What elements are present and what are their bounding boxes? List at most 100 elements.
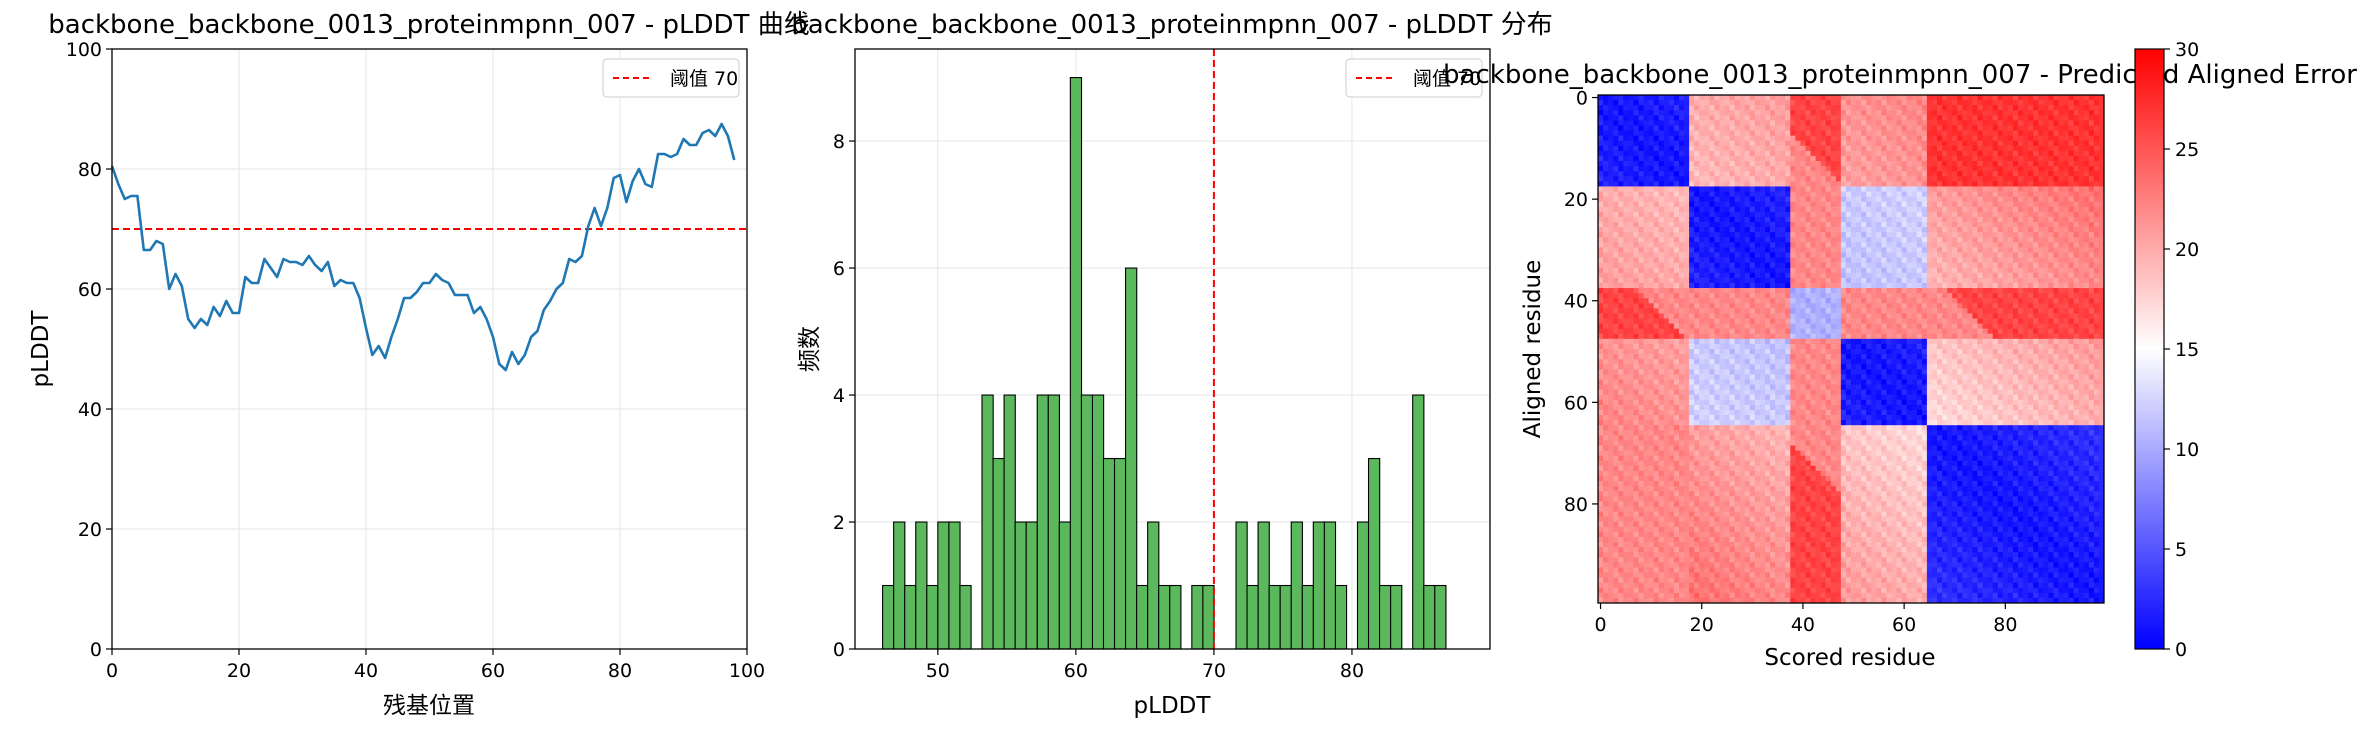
pae-cell: [1957, 186, 1963, 192]
pae-cell: [1886, 115, 1892, 121]
pae-cell: [1851, 115, 1857, 121]
pae-cell: [2023, 313, 2029, 319]
pae-cell: [1866, 115, 1872, 121]
pae-cell: [1881, 308, 1887, 314]
pae-cell: [1891, 247, 1897, 253]
pae-cell: [1957, 262, 1963, 269]
pae-cell: [1770, 155, 1776, 162]
pae-cell: [1800, 155, 1806, 162]
pae-cell: [2083, 252, 2090, 258]
pae-cell: [2093, 100, 2100, 106]
pae-cell: [1648, 171, 1655, 177]
pae-cell: [2078, 293, 2085, 299]
pae-cell: [2083, 115, 2090, 121]
pae-cell: [1972, 216, 1978, 223]
pae-cell: [1785, 161, 1791, 167]
pae-cell: [1764, 166, 1771, 172]
pae-cell: [1891, 227, 1897, 233]
pae-cell: [1729, 150, 1736, 157]
pae-cell: [1957, 145, 1963, 152]
pae-cell: [1643, 222, 1649, 228]
pae-cell: [1694, 155, 1700, 162]
pae-cell: [1638, 323, 1644, 330]
pae-cell: [2023, 206, 2029, 213]
pae-cell: [2073, 130, 2080, 137]
pae-cell: [2048, 288, 2054, 294]
pae-cell: [1618, 323, 1624, 330]
pae-cell: [1729, 120, 1736, 126]
pae-cell: [2007, 237, 2014, 243]
pae-cell: [1658, 277, 1665, 284]
pae-cell: [1896, 105, 1902, 111]
pae-cell: [1952, 267, 1958, 274]
pae-cell: [1810, 313, 1816, 319]
pae-cell: [1663, 161, 1670, 167]
pae-cell: [1678, 206, 1685, 213]
pae-cell: [2078, 267, 2085, 274]
pae-cell: [1678, 318, 1685, 324]
pae-cell: [1618, 216, 1624, 223]
pae-cell: [1694, 191, 1700, 197]
pae-cell: [2043, 277, 2049, 284]
pae-cell: [2078, 181, 2085, 187]
pae-cell: [1957, 181, 1963, 187]
pae-cell: [2093, 176, 2100, 182]
pae-cell: [1785, 150, 1791, 157]
pae-cell: [1790, 130, 1796, 137]
pae-cell: [1845, 293, 1852, 299]
pae-cell: [1840, 308, 1847, 314]
histogram-bar: [1191, 584, 1204, 650]
pae-cell: [1759, 277, 1766, 284]
pae-cell: [1608, 201, 1614, 208]
pae-cell: [2007, 181, 2014, 187]
pae-cell: [2078, 150, 2085, 157]
pae-cell: [1704, 282, 1710, 289]
pae-cell: [1896, 186, 1902, 192]
pae-cell: [1603, 313, 1609, 319]
pae-cell: [1876, 216, 1882, 223]
pae-cell: [1820, 293, 1827, 299]
pae-cell: [1982, 222, 1989, 228]
pae-cell: [1856, 293, 1862, 299]
pae-cell: [1785, 110, 1791, 116]
pae-cell: [1916, 267, 1923, 274]
pae-cell: [1820, 191, 1827, 197]
pae-cell: [2017, 293, 2024, 299]
pae-cell: [1694, 252, 1700, 258]
pae-cell: [1628, 135, 1634, 142]
pae-cell: [1734, 232, 1741, 238]
pae-cell: [2088, 211, 2095, 218]
pae-cell: [2043, 206, 2049, 213]
pae-cell: [1643, 237, 1649, 243]
pae-cell: [2088, 95, 2095, 101]
pae-cell: [1770, 120, 1776, 126]
pae-cell: [1643, 252, 1649, 258]
pae-cell: [1871, 130, 1877, 137]
pae-cell: [2002, 257, 2009, 264]
pae-cell: [2007, 176, 2014, 182]
pae-cell: [1714, 338, 1720, 345]
pae-cell: [1800, 247, 1806, 253]
pae-cell: [1861, 201, 1867, 208]
pae-cell: [1856, 232, 1862, 238]
pae-cell: [1840, 140, 1847, 147]
pae-cell: [1618, 303, 1624, 309]
pae-cell: [1764, 140, 1771, 147]
pae-cell: [1881, 125, 1887, 131]
pae-cell: [1744, 272, 1751, 279]
pae-cell: [1952, 120, 1958, 126]
pae-cell: [1613, 171, 1619, 177]
pae-cell: [1901, 323, 1908, 330]
pae-cell: [1987, 222, 1994, 228]
pae-cell: [1598, 201, 1604, 208]
pae-cell: [1714, 232, 1720, 238]
pae-cell: [1861, 161, 1867, 167]
histogram-bar: [1058, 521, 1072, 650]
pae-cell: [1916, 237, 1923, 243]
pae-cell: [1957, 272, 1963, 279]
pae-cell: [2043, 140, 2049, 147]
pae-cell: [1906, 303, 1913, 309]
pae-cell: [2068, 262, 2075, 269]
pae-cell: [2017, 303, 2024, 309]
pae-cell: [2012, 282, 2019, 289]
